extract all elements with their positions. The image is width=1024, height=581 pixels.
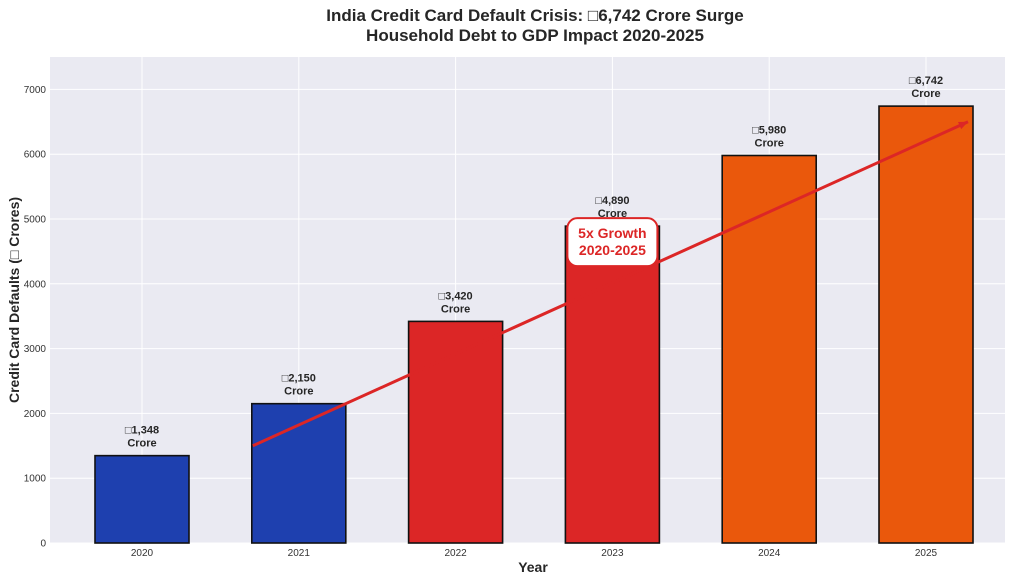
y-axis-label: Credit Card Defaults (□ Crores)	[6, 197, 22, 403]
x-tick-label: 2020	[131, 548, 154, 559]
bar-2023	[564, 225, 661, 544]
bar-2020	[94, 454, 190, 544]
plot-area	[50, 57, 1005, 543]
data-label-unit: Crore	[127, 438, 156, 450]
y-tick-label: 6000	[24, 150, 47, 161]
data-label-value: □2,150	[282, 373, 316, 385]
data-label-value: □4,890	[595, 195, 629, 207]
y-tick-label: 4000	[24, 279, 47, 290]
y-tick-label: 1000	[24, 474, 47, 485]
x-tick-label: 2021	[288, 548, 311, 559]
data-label-unit: Crore	[911, 88, 940, 100]
x-tick-label: 2022	[444, 548, 467, 559]
data-label-value: □5,980	[752, 124, 786, 136]
data-label-unit: Crore	[755, 137, 784, 149]
data-label-unit: Crore	[441, 303, 470, 315]
data-label-value: □1,348	[125, 425, 159, 437]
bar-2022	[407, 320, 504, 544]
y-tick-label: 3000	[24, 344, 47, 355]
x-tick-label: 2025	[915, 548, 938, 559]
y-tick-label: 2000	[24, 409, 47, 420]
trend-arrowhead	[958, 121, 968, 130]
y-tick-label: 0	[40, 539, 46, 550]
y-tick-label: 5000	[24, 215, 47, 226]
bar-2024	[721, 154, 818, 544]
trend-arrow-line	[252, 120, 969, 448]
annotation-text: 2020-2025	[579, 242, 646, 258]
data-label-value: □3,420	[439, 290, 473, 302]
data-label-unit: Crore	[284, 386, 313, 398]
x-axis-label: Year	[518, 559, 548, 575]
annotation-box	[566, 217, 659, 268]
chart-title-line-1: India Credit Card Default Crisis: □6,742…	[326, 6, 743, 25]
bar-2021	[251, 402, 347, 544]
y-tick-label: 7000	[24, 85, 47, 96]
chart-title-line-2: Household Debt to GDP Impact 2020-2025	[366, 26, 704, 45]
bar-2025	[878, 105, 974, 544]
annotation-text: 5x Growth	[578, 225, 646, 241]
x-tick-label: 2023	[601, 548, 624, 559]
data-label-unit: Crore	[598, 208, 627, 220]
data-label-value: □6,742	[909, 75, 943, 87]
x-tick-label: 2024	[758, 548, 781, 559]
